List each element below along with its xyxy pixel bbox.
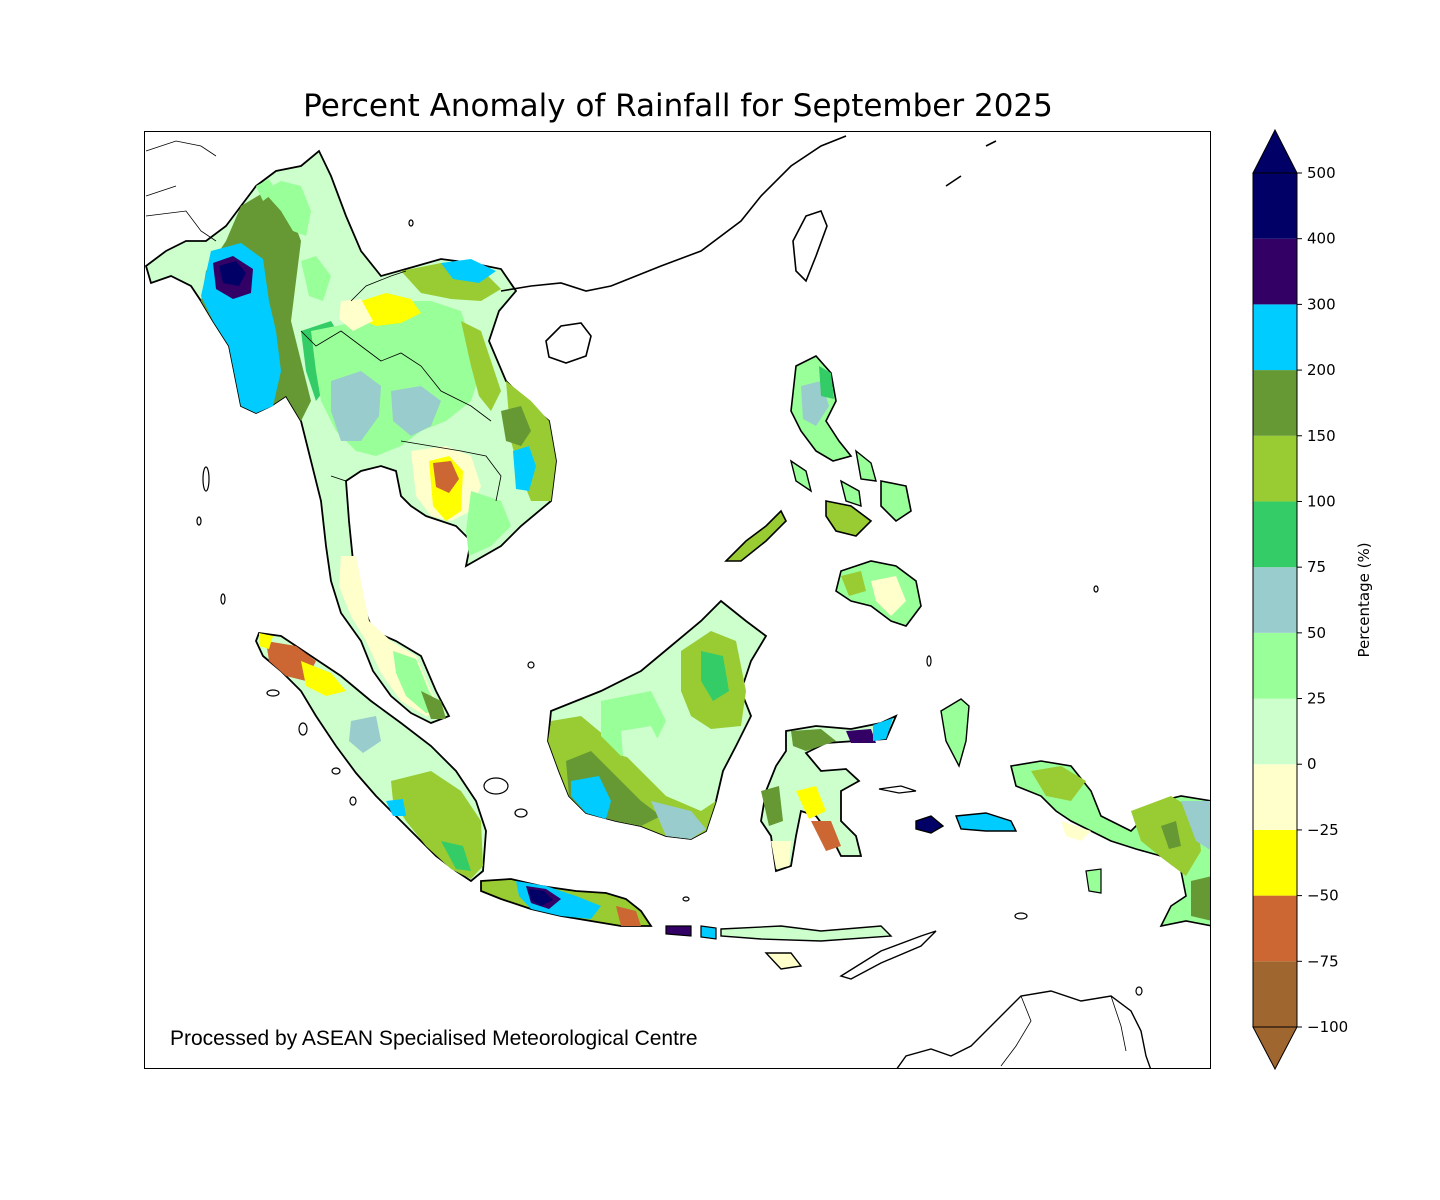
philippines-region (724, 355, 922, 627)
colorbar-tick-label: 50 (1307, 624, 1326, 642)
colorbar-segment (1253, 698, 1297, 765)
colorbar-segment (1253, 895, 1297, 962)
credit-text: Processed by ASEAN Specialised Meteorolo… (170, 1027, 698, 1050)
colorbar-tick-label: 200 (1307, 361, 1336, 379)
colorbar-tick-label: 0 (1307, 755, 1317, 773)
colorbar-segment (1253, 173, 1297, 239)
colorbar-segment (1253, 764, 1297, 830)
colorbar-tick-label: 75 (1307, 558, 1326, 576)
colorbar-segment (1253, 829, 1297, 896)
colorbar-segment (1253, 632, 1297, 699)
northern-coastline (500, 135, 997, 364)
colorbar-segment (1253, 961, 1297, 1027)
colorbar-segment (1253, 304, 1297, 371)
sulawesi-region (760, 714, 898, 873)
colorbar-tick-label: 500 (1307, 164, 1336, 182)
colorbar-segment (1253, 370, 1297, 436)
australia-coast (896, 990, 1152, 1068)
map-title: Percent Anomaly of Rainfall for Septembe… (303, 88, 1053, 124)
colorbar-tick-label: 100 (1307, 492, 1336, 510)
colorbar-segment (1253, 238, 1297, 305)
colorbar-tick-label: 150 (1307, 427, 1336, 445)
colorbar-extend-low (1252, 1026, 1298, 1071)
colorbar-segment (1253, 501, 1297, 568)
colorbar-tick-label: 25 (1307, 690, 1326, 708)
small-islands (196, 219, 1143, 996)
colorbar-tick-label: 400 (1307, 230, 1336, 248)
colorbar-tick-label: −75 (1307, 952, 1339, 970)
colorbar-extend-high (1252, 128, 1298, 174)
colorbar-tick-label: −25 (1307, 821, 1339, 839)
colorbar-label: Percentage (%) (1355, 542, 1373, 657)
colorbar-tick-label: 300 (1307, 295, 1336, 313)
anomaly-map (145, 135, 1210, 1068)
borneo-region (547, 599, 768, 840)
colorbar: 500 400 300 200 150 100 75 50 25 0 −25 −50 −75 −100 Pe… (1250, 128, 1430, 1082)
colorbar-segment (1253, 435, 1297, 502)
mainland-region (145, 140, 557, 724)
java-region (480, 878, 937, 980)
colorbar-tick-label: −50 (1307, 887, 1339, 905)
colorbar-tick-label: −100 (1307, 1018, 1348, 1036)
sumatra-region (255, 632, 487, 883)
map-panel (144, 131, 1211, 1069)
colorbar-frame (1252, 172, 1298, 1028)
colorbar-segment (1253, 567, 1297, 633)
colorbar-graphic: 500 400 300 200 150 100 75 50 25 0 −25 −50 −75 −100 Pe… (1252, 128, 1373, 1071)
eastern-region (878, 698, 1210, 928)
